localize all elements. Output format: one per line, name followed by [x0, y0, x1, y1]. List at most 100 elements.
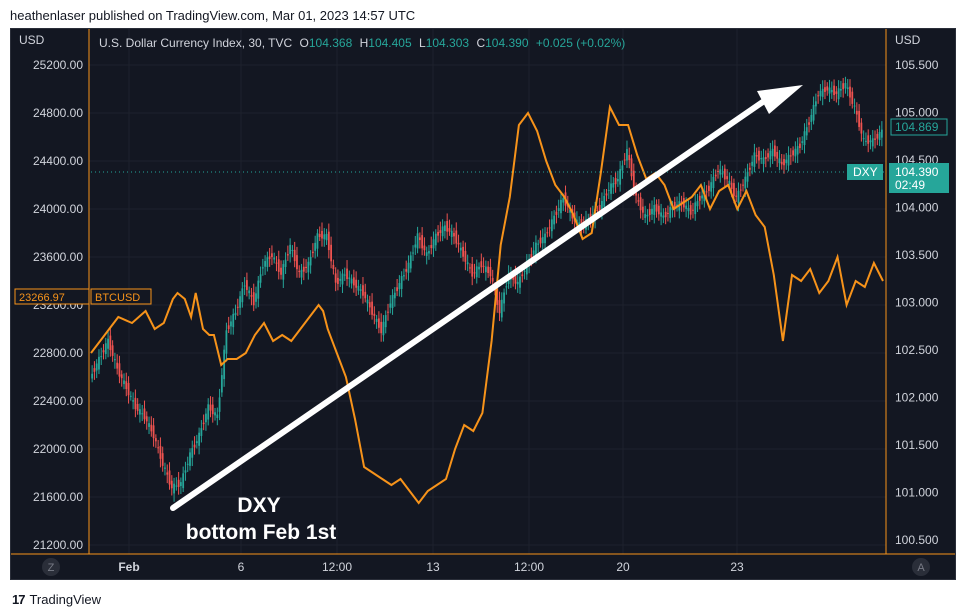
dxy-candle [548, 227, 551, 229]
dxy-candle [107, 338, 109, 349]
dxy-candle [446, 220, 449, 232]
time-axis-tick: 23 [730, 560, 744, 574]
dxy-candle [161, 453, 164, 466]
dxy-candle [175, 485, 178, 487]
dxy-candle [819, 90, 822, 97]
dxy-candle [799, 143, 801, 149]
dxy-candle [849, 86, 851, 98]
dxy-candle [145, 416, 148, 422]
dxy-candle [459, 247, 462, 251]
dxy-candle [519, 276, 521, 288]
dxy-candle [858, 110, 861, 127]
dxy-candle [314, 242, 317, 251]
dxy-candle [277, 259, 280, 272]
dxy-candle [173, 483, 175, 494]
dxy-candle [184, 470, 187, 473]
dxy-candle [746, 171, 749, 182]
dxy-candle [632, 170, 635, 188]
dxy-candle [532, 250, 535, 255]
dxy-candle [255, 293, 257, 302]
dxy-candle [780, 161, 783, 165]
left-axis-tick: 24800.00 [33, 106, 83, 120]
dxy-candle [505, 286, 508, 288]
dxy-candle [867, 135, 870, 144]
dxy-price-value: 104.390 [895, 165, 939, 179]
dxy-candle [696, 201, 699, 207]
dxy-candle [737, 190, 740, 203]
dxy-candle [664, 211, 667, 218]
dxy-candle [537, 243, 540, 245]
dxy-candle [707, 185, 710, 192]
dxy-candle [211, 404, 214, 415]
dxy-candle [443, 225, 446, 232]
left-axis-tick: 22400.00 [33, 394, 83, 408]
dxy-candle [113, 359, 116, 361]
dxy-candle [830, 89, 833, 93]
dxy-candle [466, 262, 469, 265]
dxy-candle [154, 438, 157, 442]
btc-symbol-tag [90, 288, 152, 305]
dxy-candle [91, 373, 94, 379]
dxy-candle [635, 191, 637, 196]
right-axis-tick: 102.000 [895, 391, 939, 405]
dxy-candle [296, 255, 298, 270]
dxy-candle [778, 158, 781, 164]
dxy-candle [400, 276, 403, 289]
dxy-candle [343, 274, 346, 276]
dxy-candle [316, 233, 319, 249]
dxy-candle [794, 148, 797, 157]
dxy-candle [728, 180, 731, 185]
dxy-candle [391, 294, 394, 309]
dxy-candles [91, 76, 883, 502]
dxy-candle [803, 131, 806, 146]
dxy-candle [368, 302, 371, 308]
chart-canvas[interactable]: 25200.00 24800.00 24400.00 24000.00 23600.00… [11, 29, 956, 579]
dxy-candle [230, 321, 232, 327]
dxy-candle [484, 266, 487, 273]
dxy-candle [455, 230, 458, 244]
dxy-candle [220, 375, 223, 393]
dxy-candle [607, 189, 610, 191]
annotation-line2: bottom Feb 1st [186, 521, 337, 544]
dxy-candle [498, 300, 501, 314]
dxy-candle [557, 208, 560, 212]
dxy-candle [828, 87, 831, 94]
left-axis-tick: 21600.00 [33, 490, 83, 504]
dxy-candle [569, 209, 571, 213]
left-axis-tick: 25200.00 [33, 58, 83, 72]
dxy-candle [773, 145, 776, 157]
dxy-candle [662, 215, 665, 218]
dxy-candle [327, 231, 330, 251]
dxy-candle [560, 199, 562, 214]
dxy-candle [482, 265, 485, 267]
dxy-candle [139, 409, 141, 415]
dxy-candle [252, 292, 255, 306]
dxy-candle [660, 212, 663, 217]
dxy-candle [487, 266, 490, 273]
dxy-candle [141, 413, 144, 415]
dxy-candle [364, 291, 367, 299]
zoom-button[interactable] [42, 558, 60, 576]
dxy-candle [735, 195, 738, 197]
dxy-candle [730, 182, 733, 190]
chart-frame[interactable]: 25200.00 24800.00 24400.00 24000.00 23600.00… [10, 28, 956, 580]
dxy-candle [621, 165, 624, 171]
right-price-axis: 105.500105.000104.500104.000103.500103.0… [895, 58, 939, 547]
dxy-candle [862, 138, 865, 140]
dxy-candle [157, 447, 160, 449]
dxy-candle [289, 244, 292, 255]
dxy-candle [878, 131, 881, 141]
dxy-candle [837, 88, 840, 100]
dxy-candle [473, 272, 476, 274]
dxy-candle [535, 242, 537, 256]
dxy-candle [377, 318, 380, 328]
dxy-candle [214, 412, 216, 416]
dxy-candle [871, 138, 874, 147]
dxy-candle [302, 266, 305, 272]
footer-brand[interactable]: 17 TradingView [12, 592, 101, 607]
dxy-candle [437, 231, 439, 236]
dxy-candle [341, 273, 344, 285]
auto-scale-button[interactable] [912, 558, 930, 576]
dxy-candle [250, 295, 253, 297]
dxy-candle [104, 343, 107, 354]
